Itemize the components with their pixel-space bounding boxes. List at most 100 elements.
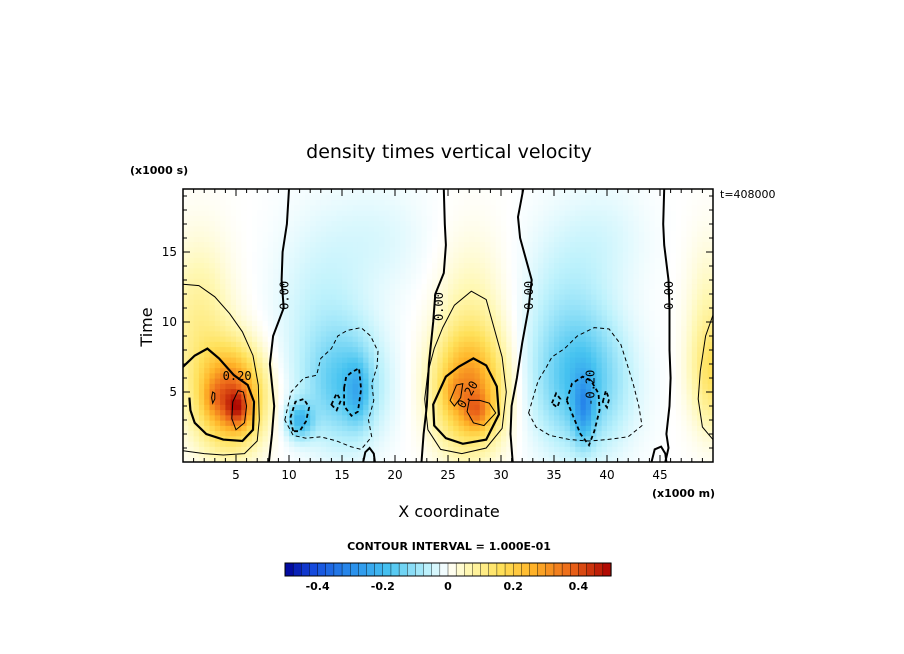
field-cell [251, 330, 258, 337]
field-cell [649, 351, 656, 358]
field-cell [516, 399, 523, 405]
field-cell [564, 372, 571, 379]
field-cell [474, 315, 481, 321]
field-cell [638, 325, 645, 332]
field-cell [363, 220, 370, 227]
field-cell [532, 441, 539, 447]
field-cell [379, 315, 385, 321]
field-cell [485, 241, 491, 248]
field-cell [437, 267, 444, 274]
field-cell [686, 288, 693, 295]
field-cell [495, 425, 502, 432]
field-cell [395, 409, 401, 416]
field-cell [660, 252, 666, 258]
field-cell [649, 194, 656, 201]
field-cell [463, 320, 470, 327]
field-cell [548, 414, 555, 421]
field-cell [395, 241, 401, 248]
field-cell [495, 194, 502, 201]
field-cell [501, 246, 507, 253]
field-cell [241, 341, 248, 348]
field-cell [410, 325, 417, 332]
field-cell [246, 404, 253, 411]
field-cell [209, 304, 216, 311]
field-cell [294, 330, 301, 337]
field-cell [564, 288, 571, 295]
field-cell [569, 325, 576, 332]
field-cell [267, 304, 274, 311]
field-cell [474, 330, 481, 337]
field-cell [564, 231, 571, 237]
field-cell [257, 299, 264, 306]
field-cell [686, 294, 693, 300]
field-cell [501, 283, 507, 290]
field-cell [580, 267, 587, 274]
field-cell [432, 199, 438, 206]
field-cell [400, 267, 407, 274]
field-cell [649, 257, 656, 264]
field-cell [198, 252, 205, 258]
field-cell [670, 299, 677, 306]
field-cell [384, 414, 391, 421]
field-cell [368, 199, 375, 206]
field-cell [548, 288, 555, 295]
field-cell [437, 315, 444, 321]
field-cell [257, 393, 264, 400]
field-cell [294, 246, 301, 253]
field-cell [591, 399, 597, 405]
field-cell [591, 341, 597, 348]
field-cell [501, 430, 507, 437]
field-cell [183, 199, 189, 206]
field-cell [617, 252, 624, 258]
field-cell [209, 357, 216, 363]
field-cell [580, 393, 587, 400]
field-cell [490, 215, 497, 222]
field-cell [596, 346, 603, 353]
field-cell [368, 204, 375, 211]
field-cell [315, 367, 322, 374]
field-cell [241, 320, 248, 327]
field-cell [670, 351, 677, 358]
field-cell [326, 414, 332, 421]
field-cell [294, 204, 301, 211]
field-cell [241, 441, 248, 447]
field-cell [336, 388, 343, 395]
field-cell [633, 288, 640, 295]
field-cell [283, 294, 290, 300]
field-cell [432, 257, 438, 264]
field-cell [198, 446, 205, 453]
field-cell [400, 252, 407, 258]
field-cell [644, 341, 650, 348]
field-cell [485, 278, 491, 285]
field-cell [209, 409, 216, 416]
field-cell [241, 189, 248, 195]
field-cell [538, 220, 544, 227]
field-cell [347, 451, 354, 458]
field-cell [654, 283, 661, 290]
field-cell [532, 341, 539, 348]
field-cell [389, 336, 396, 342]
field-cell [214, 231, 221, 237]
field-cell [638, 262, 645, 269]
field-cell [495, 346, 502, 353]
field-cell [516, 220, 523, 227]
field-cell [209, 215, 216, 222]
field-cell [357, 273, 364, 279]
field-cell [400, 446, 407, 453]
field-cell [416, 231, 423, 237]
field-cell [352, 294, 359, 300]
field-cell [479, 215, 486, 222]
field-cell [257, 362, 264, 369]
field-cell [596, 210, 603, 216]
field-cell [395, 383, 401, 390]
field-cell [516, 304, 523, 311]
field-cell [357, 446, 364, 453]
field-cell [644, 220, 650, 227]
field-cell [681, 446, 688, 453]
field-cell [612, 257, 619, 264]
field-cell [633, 409, 640, 416]
field-cell [373, 320, 380, 327]
field-cell [262, 246, 269, 253]
field-cell [225, 383, 232, 390]
field-cell [532, 404, 539, 411]
